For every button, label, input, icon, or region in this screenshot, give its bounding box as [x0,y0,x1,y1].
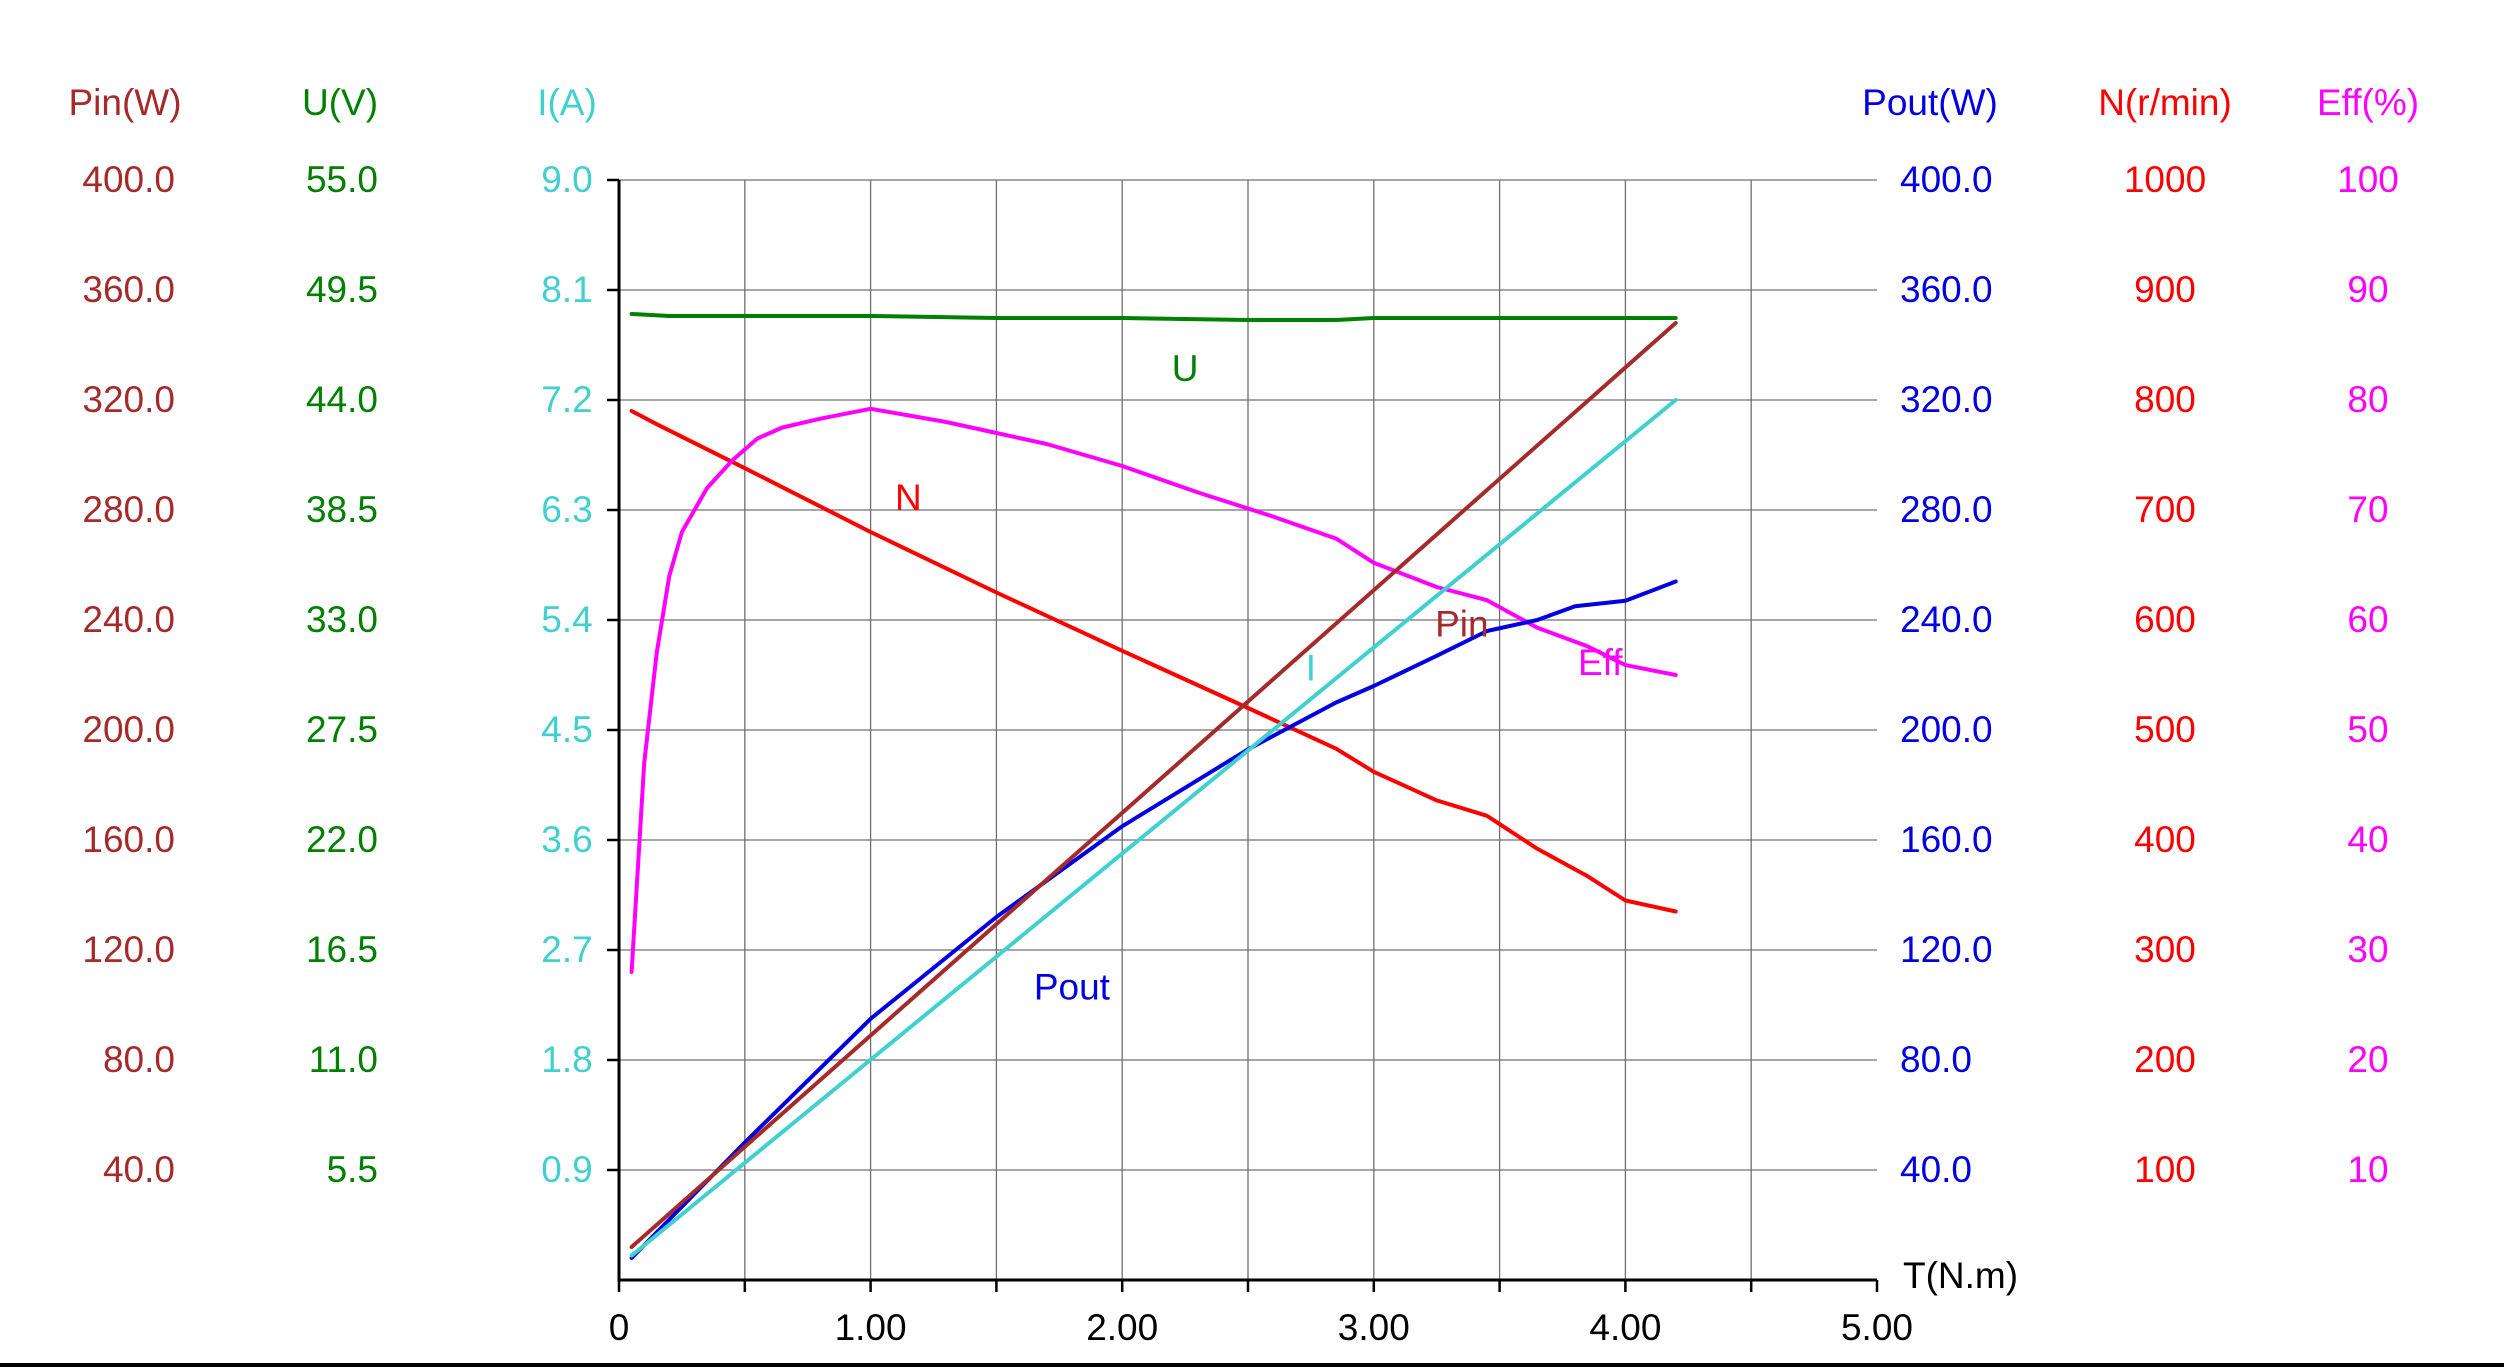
tick-label-u: 16.5 [306,929,378,970]
tick-label-n: 300 [2134,929,2196,970]
curve-label-n: N [895,477,922,518]
tick-label-pout: 400.0 [1900,159,1993,200]
tick-label-u: 22.0 [306,819,378,860]
tick-label-u: 5.5 [327,1149,378,1190]
curve-label-pout: Pout [1034,967,1111,1008]
tick-label-pout: 360.0 [1900,269,1993,310]
tick-label-i: 3.6 [541,819,592,860]
tick-label-eff: 50 [2347,709,2388,750]
tick-label-pin: 360.0 [82,269,175,310]
axis-title-eff: Eff(%) [2317,82,2419,123]
series-line-eff [629,406,1678,974]
tick-label-i: 5.4 [541,599,592,640]
tick-label-pin: 400.0 [82,159,175,200]
tick-label-pout: 240.0 [1900,599,1993,640]
tick-label-pout: 160.0 [1900,819,1993,860]
tick-label-eff: 60 [2347,599,2388,640]
tick-label-eff: 90 [2347,269,2388,310]
tick-label-pin: 160.0 [82,819,175,860]
tick-label-pin: 200.0 [82,709,175,750]
tick-label-pout: 280.0 [1900,489,1993,530]
x-tick-label: 4.00 [1589,1307,1661,1348]
tick-label-i: 7.2 [541,379,592,420]
tick-label-eff: 70 [2347,489,2388,530]
series-line-pin [629,321,1678,1249]
curve-label-eff: Eff [1578,642,1623,683]
axis-title-n: N(r/min) [2098,82,2232,123]
series-line-i [629,398,1678,1258]
x-tick-label: 5.00 [1841,1307,1913,1348]
tick-label-pout: 40.0 [1900,1149,1972,1190]
tick-label-i: 2.7 [541,929,592,970]
annotations: U N Pin Eff I Pout [895,348,1623,1008]
series-line-n [629,409,1678,914]
tick-label-u: 44.0 [306,379,378,420]
tick-label-eff: 10 [2347,1149,2388,1190]
axis-title-pin: Pin(W) [68,82,181,123]
tick-label-u: 49.5 [306,269,378,310]
tick-label-i: 4.5 [541,709,592,750]
curve-label-u: U [1172,348,1199,389]
curve-label-pin: Pin [1435,604,1488,645]
tick-label-pin: 40.0 [103,1149,175,1190]
tick-label-pout: 320.0 [1900,379,1993,420]
axis-title-u: U(V) [302,82,378,123]
axis-title-pout: Pout(W) [1862,82,1998,123]
tick-label-pout: 80.0 [1900,1039,1972,1080]
tick-label-pin: 280.0 [82,489,175,530]
x-tick-label: 0 [609,1307,630,1348]
tick-label-n: 200 [2134,1039,2196,1080]
tick-label-n: 500 [2134,709,2196,750]
tick-label-eff: 100 [2337,159,2399,200]
tick-label-i: 0.9 [541,1149,592,1190]
tick-label-i: 8.1 [541,269,592,310]
tick-label-eff: 40 [2347,819,2388,860]
axis-title-i: I(A) [537,82,597,123]
tick-label-n: 100 [2134,1149,2196,1190]
tick-label-pout: 200.0 [1900,709,1993,750]
tick-label-eff: 20 [2347,1039,2388,1080]
curve-label-i: I [1306,648,1316,689]
tick-label-u: 38.5 [306,489,378,530]
series-group [629,312,1678,1260]
tick-label-n: 800 [2134,379,2196,420]
series-line-u [629,312,1678,322]
x-axis-label: T(N.m) [1903,1255,2018,1296]
tick-label-pin: 120.0 [82,929,175,970]
tick-label-n: 400 [2134,819,2196,860]
series-line-pout [629,579,1678,1260]
tick-label-u: 27.5 [306,709,378,750]
tick-label-i: 6.3 [541,489,592,530]
tick-label-n: 700 [2134,489,2196,530]
tick-label-u: 33.0 [306,599,378,640]
tick-label-u: 55.0 [306,159,378,200]
tick-label-pin: 320.0 [82,379,175,420]
x-tick-label: 1.00 [835,1307,907,1348]
axes [607,178,1879,1292]
tick-label-pout: 120.0 [1900,929,1993,970]
tick-label-n: 600 [2134,599,2196,640]
tick-label-eff: 80 [2347,379,2388,420]
x-tick-label: 3.00 [1338,1307,1410,1348]
tick-label-n: 900 [2134,269,2196,310]
tick-label-eff: 30 [2347,929,2388,970]
tick-label-pin: 240.0 [82,599,175,640]
tick-label-i: 9.0 [541,159,592,200]
x-tick-label: 2.00 [1086,1307,1158,1348]
tick-label-pin: 80.0 [103,1039,175,1080]
tick-label-i: 1.8 [541,1039,592,1080]
tick-label-n: 1000 [2124,159,2206,200]
tick-label-u: 11.0 [309,1039,378,1080]
axis-labels: 0 1.00 2.00 3.00 4.00 5.00 T(N.m) Pin(W) 400.0 36… [68,82,2419,1348]
